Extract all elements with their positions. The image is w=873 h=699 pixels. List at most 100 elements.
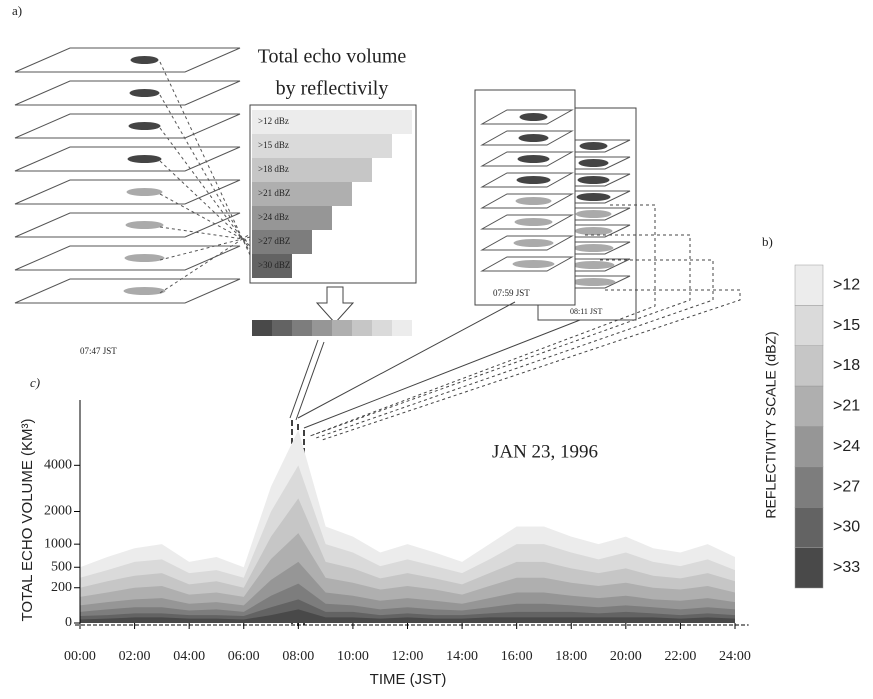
gradient-cell: [332, 320, 352, 336]
legend-swatch: [794, 385, 824, 427]
stair-step: [252, 206, 332, 230]
gradient-bar: [252, 320, 412, 336]
echo: [514, 218, 553, 226]
legend-swatch: [794, 264, 824, 306]
y-tick-label: 1000: [44, 536, 72, 551]
echo: [126, 188, 163, 196]
area: [80, 609, 735, 623]
x-tick-label: 06:00: [228, 649, 260, 664]
panel-label: c): [30, 375, 40, 390]
pointer: [297, 301, 581, 429]
connector: [159, 193, 251, 244]
y-tick-label: 4000: [44, 458, 72, 473]
gradient-cell: [392, 320, 412, 336]
legend-title: REFLECTIVITY SCALE (dBZ): [763, 331, 779, 518]
echo: [130, 56, 159, 64]
connector: [159, 127, 251, 250]
echo: [128, 122, 161, 130]
stair-step: [252, 254, 292, 278]
gradient-cell: [272, 320, 292, 336]
threshold-label: >18 dBz: [258, 164, 289, 174]
x-tick-label: 14:00: [446, 649, 478, 664]
panel-a-title: Total echo volume: [258, 46, 407, 68]
echo: [519, 113, 548, 121]
gradient-cell: [352, 320, 372, 336]
x-tick-label: 04:00: [173, 649, 205, 664]
legend-label: >33: [833, 559, 860, 576]
echo: [572, 261, 615, 269]
panel-a-title: by reflectivily: [276, 78, 389, 100]
y-tick-label: 500: [51, 559, 72, 574]
x-tick-label: 18:00: [555, 649, 587, 664]
echo: [129, 89, 160, 97]
panel-label: b): [762, 234, 773, 249]
x-tick-label: 10:00: [337, 649, 369, 664]
y-tick-label: 0: [65, 615, 72, 630]
y-tick-label: 2000: [44, 504, 72, 519]
echo: [512, 260, 555, 268]
threshold-label: >30 dBZ: [258, 260, 290, 270]
echo: [127, 155, 162, 163]
gradient-cell: [292, 320, 312, 336]
stair-step: [252, 110, 412, 134]
echo: [576, 193, 611, 201]
echo: [518, 134, 549, 142]
legend-label: >30: [833, 519, 860, 536]
y-axis-title: TOTAL ECHO VOLUME (KM³): [19, 418, 36, 621]
gradient-cell: [372, 320, 392, 336]
echo: [579, 142, 608, 150]
legend-label: >15: [833, 317, 860, 334]
panel-a-illustration: >12 dBz >15 dBz >18 dBz >21 dBZ >24 dBz >27 d…: [14, 47, 741, 626]
panel-label: a): [12, 3, 22, 18]
legend-swatch: [794, 305, 824, 346]
echo: [517, 155, 550, 163]
x-tick-label: 00:00: [64, 649, 96, 664]
echo: [124, 254, 165, 262]
legend-swatch: [794, 426, 824, 468]
layer: [14, 80, 241, 106]
threshold-label: >12 dBz: [258, 116, 289, 126]
x-tick-label: 22:00: [664, 649, 696, 664]
x-tick-label: 08:00: [282, 649, 314, 664]
threshold-label: >27 dBZ: [258, 236, 290, 246]
stair-step: [252, 230, 312, 254]
legend-label: >21: [833, 398, 860, 415]
threshold-stairs: >12 dBz >15 dBz >18 dBz >21 dBZ >24 dBz >27 d…: [252, 110, 412, 278]
layer-stack: [474, 89, 637, 321]
legend-label: >18: [833, 357, 860, 374]
time-label: 07:47 JST: [80, 346, 117, 356]
layer-stack: [14, 47, 251, 304]
threshold-label: >15 dBz: [258, 140, 289, 150]
echo: [125, 221, 164, 229]
x-tick-label: 24:00: [719, 649, 751, 664]
echo: [516, 176, 551, 184]
time-label: 08:11 JST: [570, 307, 602, 316]
x-axis-title: TIME (JST): [370, 671, 447, 688]
stair-step: [252, 134, 392, 158]
gradient-cell: [252, 320, 272, 336]
legend-label: >24: [833, 438, 860, 455]
connector: [159, 94, 251, 253]
legend-swatch: [794, 547, 824, 589]
echo: [577, 176, 610, 184]
legend-swatch: [794, 507, 824, 548]
echo: [578, 159, 609, 167]
stair-step: [252, 182, 352, 206]
legend-swatch: [794, 345, 824, 387]
x-tick-label: 12:00: [392, 649, 424, 664]
echo: [573, 244, 614, 252]
legend-label: >12: [833, 276, 860, 293]
threshold-label: >24 dBz: [258, 212, 289, 222]
threshold-label: >21 dBZ: [258, 188, 290, 198]
x-tick-label: 20:00: [610, 649, 642, 664]
echo: [571, 278, 616, 286]
stair-step: [252, 158, 372, 182]
plot-area: 0 200 500 1000 2000 4000 00:00 02:00 04:00 06:00 0…: [44, 264, 860, 664]
x-tick-label: 02:00: [119, 649, 151, 664]
echo: [515, 197, 552, 205]
legend-label: >27: [833, 478, 860, 495]
y-tick-label: 200: [51, 580, 72, 595]
pointer: [289, 339, 325, 421]
echo: [575, 210, 612, 218]
